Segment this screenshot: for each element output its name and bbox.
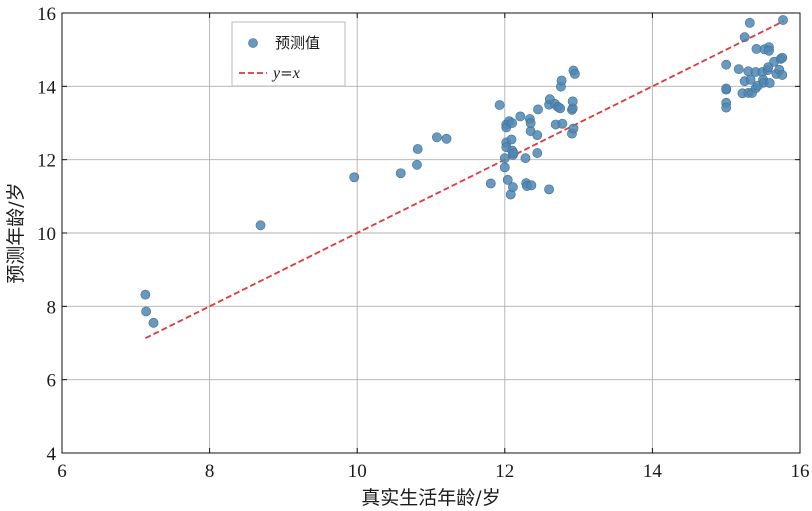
axis-ticks — [61, 12, 801, 454]
scatter-point — [532, 148, 543, 158]
scatter-point — [349, 172, 360, 183]
scatter-point — [777, 70, 788, 80]
scatter-point — [777, 52, 788, 63]
y-tick-labels: 4 6 8 10 12 14 16 — [37, 4, 57, 465]
scatter-point — [745, 74, 756, 85]
legend-marker-scatter-icon — [248, 38, 258, 48]
scatter-point — [412, 159, 422, 170]
scatter-point — [764, 78, 775, 88]
legend-box — [231, 21, 346, 87]
y-tick-label: 16 — [37, 4, 56, 25]
y-tick-label: 6 — [47, 371, 57, 392]
y-tick-label: 4 — [47, 444, 57, 465]
scatter-point — [506, 134, 517, 145]
y-tick-label: 8 — [47, 297, 57, 318]
x-tick-label: 14 — [643, 461, 663, 482]
identity-reference-line — [144, 20, 785, 340]
x-axis-title: 真实生活年龄/岁 — [361, 487, 500, 509]
scatter-point — [739, 32, 750, 43]
scatter-point — [494, 100, 505, 110]
scatter-point — [502, 174, 513, 185]
x-tick-label: 12 — [495, 461, 514, 482]
scatter-point — [432, 132, 442, 143]
scatter-point — [555, 103, 566, 114]
scatter-point — [744, 17, 755, 28]
x-tick-label: 10 — [348, 461, 367, 482]
scatter-point — [515, 111, 526, 122]
scatter-point — [485, 178, 496, 189]
scatter-point — [532, 130, 543, 140]
scatter-point — [721, 102, 732, 113]
grid-lines — [61, 12, 801, 454]
scatter-point — [148, 317, 159, 328]
scatter-point — [508, 182, 518, 193]
scatter-point — [778, 15, 788, 25]
x-tick-labels: 6 8 10 12 14 16 — [57, 461, 809, 482]
scatter-point — [255, 220, 266, 231]
scatter-point — [441, 133, 452, 144]
scatter-points — [140, 15, 788, 328]
scatter-point — [526, 180, 537, 191]
scatter-point — [140, 289, 151, 300]
legend-label-predicted: 预测值 — [275, 34, 320, 52]
scatter-point — [544, 184, 554, 195]
x-tick-label: 16 — [791, 461, 810, 482]
y-tick-label: 12 — [37, 151, 56, 172]
legend-label-identity: y=x — [271, 64, 300, 82]
scatter-point — [525, 118, 536, 128]
scatter-point — [721, 83, 732, 94]
x-tick-label: 8 — [205, 461, 215, 482]
y-tick-label: 10 — [37, 224, 56, 245]
scatter-point — [499, 162, 510, 173]
scatter-point — [764, 45, 774, 56]
scatter-point — [751, 44, 762, 54]
scatter-point — [520, 153, 531, 164]
scatter-point — [533, 104, 543, 115]
y-tick-label: 14 — [37, 77, 57, 98]
legend: 预测值 y=x — [231, 21, 346, 87]
scatter-point — [508, 148, 519, 158]
y-axis-title: 预测年龄/岁 — [5, 182, 27, 283]
scatter-point — [412, 144, 423, 154]
scatter-point — [570, 68, 580, 79]
scatter-point — [568, 123, 579, 134]
scatter-point — [733, 64, 744, 74]
reference-line-layer — [144, 20, 785, 340]
scatter-point — [395, 168, 406, 179]
scatter-point — [507, 118, 518, 128]
scatter-point — [556, 75, 567, 86]
x-tick-label: 6 — [57, 461, 67, 482]
scatter-point — [567, 96, 578, 107]
scatter-point — [141, 306, 152, 317]
scatter-point — [721, 59, 732, 70]
scatter-point — [557, 118, 568, 129]
